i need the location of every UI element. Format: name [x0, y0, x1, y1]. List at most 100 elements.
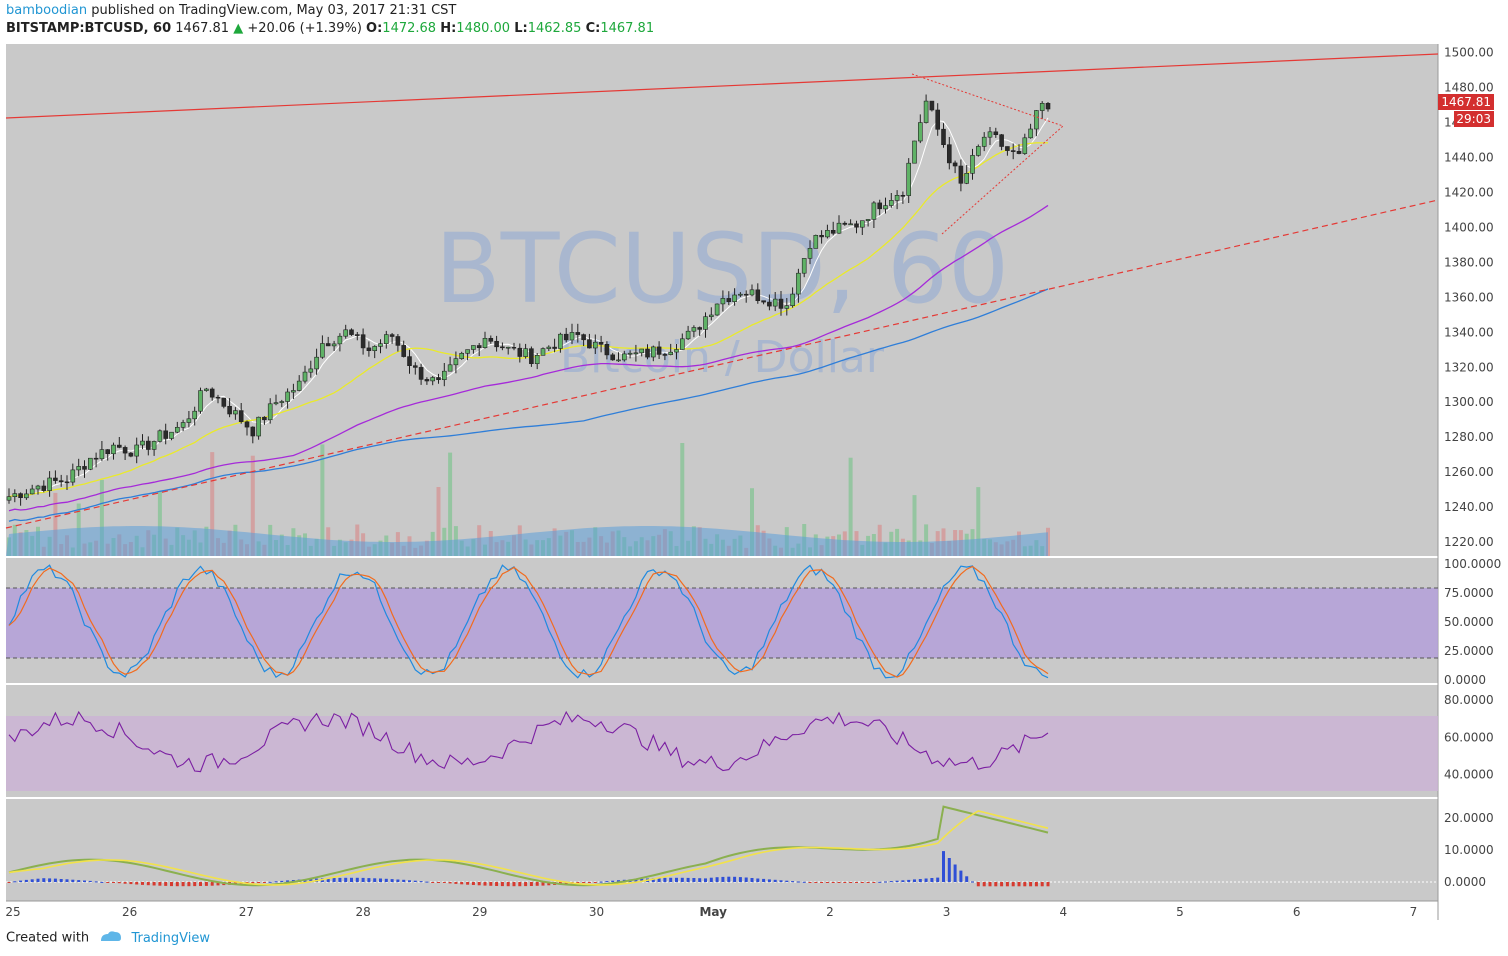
candle-body	[755, 289, 761, 302]
candle-body	[1016, 151, 1022, 154]
macd-histogram-bar	[106, 882, 110, 883]
candle-body	[117, 444, 122, 448]
macd-histogram-bar	[547, 882, 551, 886]
candle-body	[238, 410, 244, 423]
time-axis-label: 5	[1176, 905, 1184, 919]
rsi-axis-label: 60.0000	[1444, 730, 1494, 744]
macd-histogram-bar	[814, 882, 818, 883]
candle-body	[302, 371, 308, 382]
candle-body	[389, 334, 395, 337]
volume-bar	[750, 488, 754, 556]
chart-canvas[interactable]: BTCUSD, 60 Bitcoin / Dollar 1500.00 1480.…	[0, 40, 1508, 920]
tradingview-logo-icon[interactable]	[99, 930, 123, 946]
price-change: +20.06 (+1.39%)	[247, 21, 362, 36]
macd-histogram-bar	[59, 879, 63, 882]
open-label: O:	[366, 21, 383, 36]
macd-histogram-bar	[657, 878, 661, 882]
macd-histogram-bar	[326, 878, 330, 882]
macd-histogram-bar	[146, 882, 150, 886]
macd-histogram-bar	[390, 879, 394, 882]
countdown-badge-text: 29:03	[1456, 112, 1491, 126]
macd-histogram-bar	[959, 870, 963, 882]
candle-body	[703, 316, 708, 330]
candle-body	[900, 195, 906, 197]
macd-histogram-bar	[524, 882, 528, 887]
candle-body	[581, 334, 586, 341]
last-price-badge-text: 1467.81	[1441, 95, 1491, 109]
macd-histogram-bar	[988, 882, 992, 887]
candle-body	[604, 343, 610, 356]
price-axis-label: 1420.00	[1444, 186, 1494, 200]
macd-histogram-bar	[651, 878, 655, 882]
volume-bar	[976, 487, 981, 556]
price-axis-label: 1260.00	[1444, 465, 1494, 479]
macd-axis-label: 10.0000	[1444, 843, 1494, 857]
candle-body	[122, 447, 128, 454]
candle-body	[952, 162, 958, 167]
candle-body	[720, 298, 726, 305]
candle-body	[534, 354, 540, 364]
macd-histogram-bar	[535, 882, 539, 886]
candle-body	[436, 377, 441, 381]
candle-body	[279, 401, 285, 403]
candle-body	[877, 202, 883, 210]
footer: Created with TradingView	[6, 930, 210, 946]
symbol-label[interactable]: BITSTAMP:BTCUSD, 60	[6, 21, 172, 36]
candle-body	[650, 346, 656, 358]
candle-body	[790, 293, 795, 307]
macd-histogram-bar	[541, 882, 545, 886]
volume-bar	[210, 452, 215, 556]
candle-body	[697, 327, 703, 330]
resistance-line	[5, 53, 1439, 119]
publish-info: bamboodian published on TradingView.com,…	[6, 3, 456, 18]
macd-histogram-bar	[611, 880, 615, 882]
candle-body	[273, 402, 279, 405]
rsi-axis-label: 80.0000	[1444, 693, 1494, 707]
candle-body	[215, 396, 221, 399]
macd-histogram-bar	[791, 881, 795, 883]
candle-body	[935, 109, 941, 130]
candle-body	[441, 370, 447, 381]
candle-body	[523, 348, 528, 357]
publisher-link[interactable]: bamboodian	[6, 3, 88, 18]
candle-body	[424, 379, 430, 382]
macd-histogram-bar	[721, 876, 725, 882]
candle-body	[134, 444, 139, 457]
macd-histogram-bar	[344, 877, 348, 882]
macd-histogram-bar	[982, 882, 986, 887]
macd-histogram-bar	[77, 880, 81, 882]
candle-body	[407, 356, 412, 367]
macd-histogram-bar	[744, 877, 748, 882]
macd-histogram-bar	[483, 882, 487, 886]
macd-histogram-bar	[164, 882, 168, 886]
candle-body	[848, 223, 853, 226]
price-axis-label: 1500.00	[1444, 46, 1494, 60]
macd-histogram-bar	[506, 882, 510, 887]
candle-body	[964, 173, 970, 184]
macd-histogram-bar	[471, 882, 475, 885]
macd-histogram-bar	[593, 882, 597, 883]
candle-body	[64, 481, 70, 484]
macd-signal-line	[8, 810, 1049, 886]
volume-bar	[448, 452, 453, 556]
macd-histogram-bar	[930, 878, 934, 882]
macd-histogram-bar	[42, 878, 46, 882]
macd-histogram-bar	[442, 882, 446, 883]
ma-20-line	[8, 142, 1049, 498]
macd-histogram-bar	[262, 882, 266, 883]
candle-body	[360, 334, 366, 349]
candle-body	[1005, 146, 1010, 151]
macd-histogram-bar	[1023, 882, 1027, 887]
macd-histogram-bar	[704, 878, 707, 882]
candle-body	[621, 353, 627, 361]
macd-histogram-bar	[94, 881, 98, 883]
low-value: 1462.85	[527, 21, 582, 36]
volume-bar	[53, 492, 58, 556]
candle-body	[1022, 137, 1028, 154]
tradingview-link[interactable]: TradingView	[131, 930, 210, 946]
price-axis-label: 1400.00	[1444, 221, 1494, 235]
candle-body	[906, 162, 912, 196]
candle-body	[291, 390, 296, 393]
macd-pane[interactable]	[6, 799, 1438, 901]
price-scale[interactable]	[1438, 44, 1502, 901]
